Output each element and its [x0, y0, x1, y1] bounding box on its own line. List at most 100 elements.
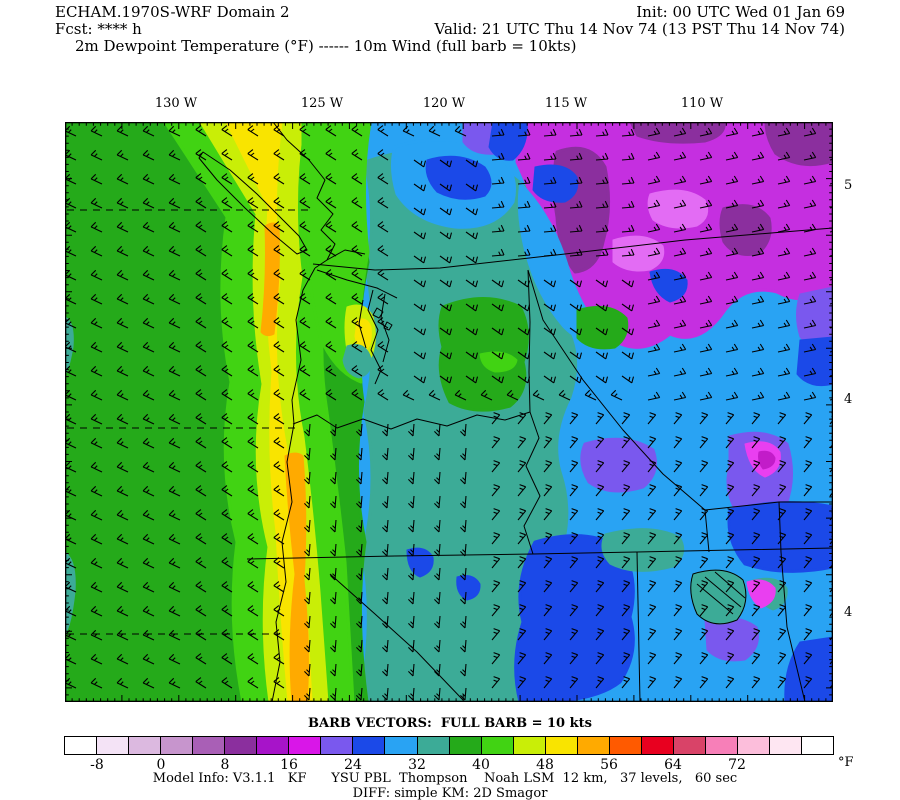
wind-barb [273, 125, 285, 137]
wind-barb [304, 615, 311, 629]
wind-barb [356, 495, 363, 509]
wind-barb [725, 151, 739, 161]
wind-barb [569, 224, 583, 233]
colorbar-cell [321, 737, 354, 754]
wind-barb [673, 436, 683, 449]
wind-barb [751, 223, 765, 233]
wind-barb [221, 149, 233, 161]
wind-barb [351, 365, 363, 377]
wind-barb [273, 317, 285, 329]
lon-tick-label: 120 W [422, 96, 466, 111]
wind-barb [195, 269, 207, 281]
wind-barb [751, 556, 761, 569]
wind-barb [90, 125, 103, 137]
wind-barb [647, 175, 661, 185]
wind-barb [621, 152, 635, 161]
wind-barb [621, 303, 635, 312]
wind-barb [595, 412, 605, 425]
wind-barb [116, 581, 129, 593]
wind-barb [569, 248, 583, 257]
wind-barb [195, 437, 207, 449]
wind-barb [595, 652, 605, 665]
geo-nv-ut-border [636, 551, 641, 702]
wind-barb [491, 200, 505, 209]
wind-barb [142, 557, 155, 569]
wind-barb [803, 652, 813, 665]
wind-barb [491, 327, 505, 336]
wind-barb [543, 676, 553, 689]
geo-bc-coastline [272, 122, 336, 269]
wind-barb [673, 508, 683, 521]
wind-barb [673, 367, 687, 377]
wind-barb [413, 255, 427, 264]
wind-barb [116, 413, 129, 425]
wind-barb [460, 471, 467, 485]
wind-barb [304, 543, 311, 557]
wind-barb [247, 245, 259, 257]
wind-barb [221, 677, 233, 689]
wind-barb [465, 207, 479, 216]
map-region-green-bright-core-wa [479, 351, 518, 373]
map-region-teal-se-1 [601, 528, 685, 572]
wind-barb [351, 389, 363, 401]
wind-barb [751, 460, 761, 473]
wind-barb [491, 484, 501, 497]
wind-barb [621, 604, 631, 617]
wind-barb [725, 127, 739, 137]
wind-barb [673, 391, 687, 401]
wind-barb [751, 676, 761, 689]
wind-barb [725, 676, 735, 689]
wind-barb [273, 485, 285, 497]
wind-barb [777, 367, 791, 377]
wind-barb [647, 319, 661, 329]
wind-barb [356, 423, 363, 437]
wind-barb [699, 343, 713, 353]
wind-barb [299, 269, 311, 281]
wind-barb [491, 176, 505, 185]
wind-barb [273, 533, 285, 545]
wind-barb [247, 269, 259, 281]
wind-barb [699, 580, 709, 593]
wind-barb [699, 247, 713, 257]
wind-barb [299, 197, 311, 209]
wind-barb [751, 628, 761, 641]
wind-barb [90, 173, 103, 185]
wind-barb [595, 375, 609, 384]
wind-barb [90, 413, 103, 425]
wind-barb [621, 224, 635, 233]
map-region-blue-corner-br [784, 636, 833, 702]
wind-barb [382, 495, 389, 509]
wind-barb [595, 532, 605, 545]
wind-barb [439, 159, 453, 168]
wind-barb [621, 628, 631, 641]
wind-barb [273, 557, 285, 569]
wind-barb [569, 460, 579, 473]
map-region-blue-spot-or-2 [456, 575, 481, 601]
wind-barb [377, 317, 389, 329]
wind-barb [751, 343, 765, 353]
wind-barb [195, 509, 207, 521]
wind-barb [351, 245, 363, 257]
wind-barb [382, 471, 389, 485]
wind-barb [460, 663, 467, 677]
wind-barb [751, 127, 765, 137]
wind-barb [595, 676, 605, 689]
wind-barb [273, 293, 285, 305]
wind-barb [543, 508, 553, 521]
geo-wa-id-border [527, 269, 531, 413]
wind-barb [725, 412, 735, 425]
wind-barb [356, 471, 363, 485]
geo-puget-island-1 [372, 307, 384, 319]
wind-barb [517, 652, 527, 665]
wind-barb [569, 375, 583, 384]
wind-barb [699, 295, 713, 305]
wind-barb [517, 580, 527, 593]
wind-barb [351, 221, 363, 233]
wind-barb [699, 271, 713, 281]
wind-barb [569, 532, 579, 545]
wind-barb [480, 389, 493, 401]
wind-barb [402, 125, 415, 137]
wind-barb [408, 591, 415, 605]
colorbar-tick-label: 0 [156, 757, 166, 773]
wind-barb [725, 391, 739, 401]
